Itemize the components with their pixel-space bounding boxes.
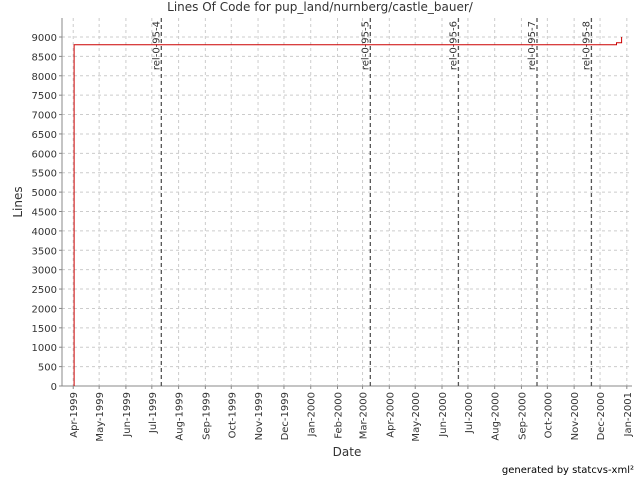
y-tick-label: 8500 — [32, 52, 57, 63]
x-tick-label: Mar-2000 — [359, 392, 370, 439]
x-axis-label: Date — [333, 445, 362, 459]
y-tick-label: 6000 — [32, 149, 57, 160]
x-tick-label: May-2000 — [411, 392, 422, 442]
x-tick-label: Dec-1999 — [280, 392, 291, 440]
y-tick-label: 0 — [51, 382, 57, 393]
y-tick-label: 7500 — [32, 91, 57, 102]
footer: generated by statcvs-xml² — [502, 465, 634, 476]
x-tick-label: Aug-1999 — [175, 392, 186, 441]
x-tick-label: Oct-1999 — [227, 392, 238, 438]
x-tick-label: Jan-2001 — [623, 392, 634, 437]
x-tick-label: Dec-2000 — [596, 392, 607, 440]
y-tick-label: 5000 — [32, 188, 57, 199]
x-tick-label: Nov-2000 — [570, 392, 581, 440]
x-tick-label: May-1999 — [95, 392, 106, 442]
y-tick-label: 9000 — [32, 33, 57, 44]
y-axis-label: Lines — [11, 186, 25, 217]
marker-label: rel-0-95-5 — [360, 21, 371, 70]
x-tick-label: Jun-2000 — [438, 392, 449, 438]
x-tick-label: Nov-1999 — [254, 392, 265, 440]
chart-title: Lines Of Code for pup_land/nurnberg/cast… — [167, 0, 474, 14]
y-tick-label: 8000 — [32, 72, 57, 83]
marker-label: rel-0-95-8 — [581, 21, 592, 70]
y-tick-label: 2000 — [32, 304, 57, 315]
marker-label: rel-0-95-6 — [448, 21, 459, 70]
x-tick-label: Jul-1999 — [148, 392, 159, 434]
y-tick-label: 6500 — [32, 130, 57, 141]
y-tick-label: 4000 — [32, 227, 57, 238]
x-tick-label: Feb-2000 — [334, 392, 345, 439]
marker-label: rel-0-95-4 — [151, 21, 162, 70]
x-tick-label: Jan-2000 — [307, 392, 318, 437]
y-tick-label: 3500 — [32, 246, 57, 257]
y-tick-label: 7000 — [32, 111, 57, 122]
y-tick-label: 4500 — [32, 208, 57, 219]
data-line — [73, 37, 623, 386]
x-tick-label: Jul-2000 — [464, 392, 475, 434]
x-tick-label: Aug-2000 — [491, 392, 502, 441]
y-tick-label: 2500 — [32, 285, 57, 296]
x-tick-label: Jun-1999 — [122, 392, 133, 438]
marker-label: rel-0-95-7 — [527, 21, 538, 70]
x-tick-label: Sep-2000 — [517, 392, 528, 440]
plot-area — [62, 18, 632, 386]
y-tick-label: 500 — [38, 363, 57, 374]
x-tick-label: Oct-2000 — [543, 392, 554, 438]
y-tick-label: 1000 — [32, 343, 57, 354]
x-tick-label: Apr-2000 — [385, 392, 396, 438]
y-tick-label: 3000 — [32, 266, 57, 277]
x-tick-label: Sep-1999 — [201, 392, 212, 440]
x-tick-label: Apr-1999 — [69, 392, 80, 438]
y-tick-label: 5500 — [32, 169, 57, 180]
y-tick-label: 1500 — [32, 324, 57, 335]
